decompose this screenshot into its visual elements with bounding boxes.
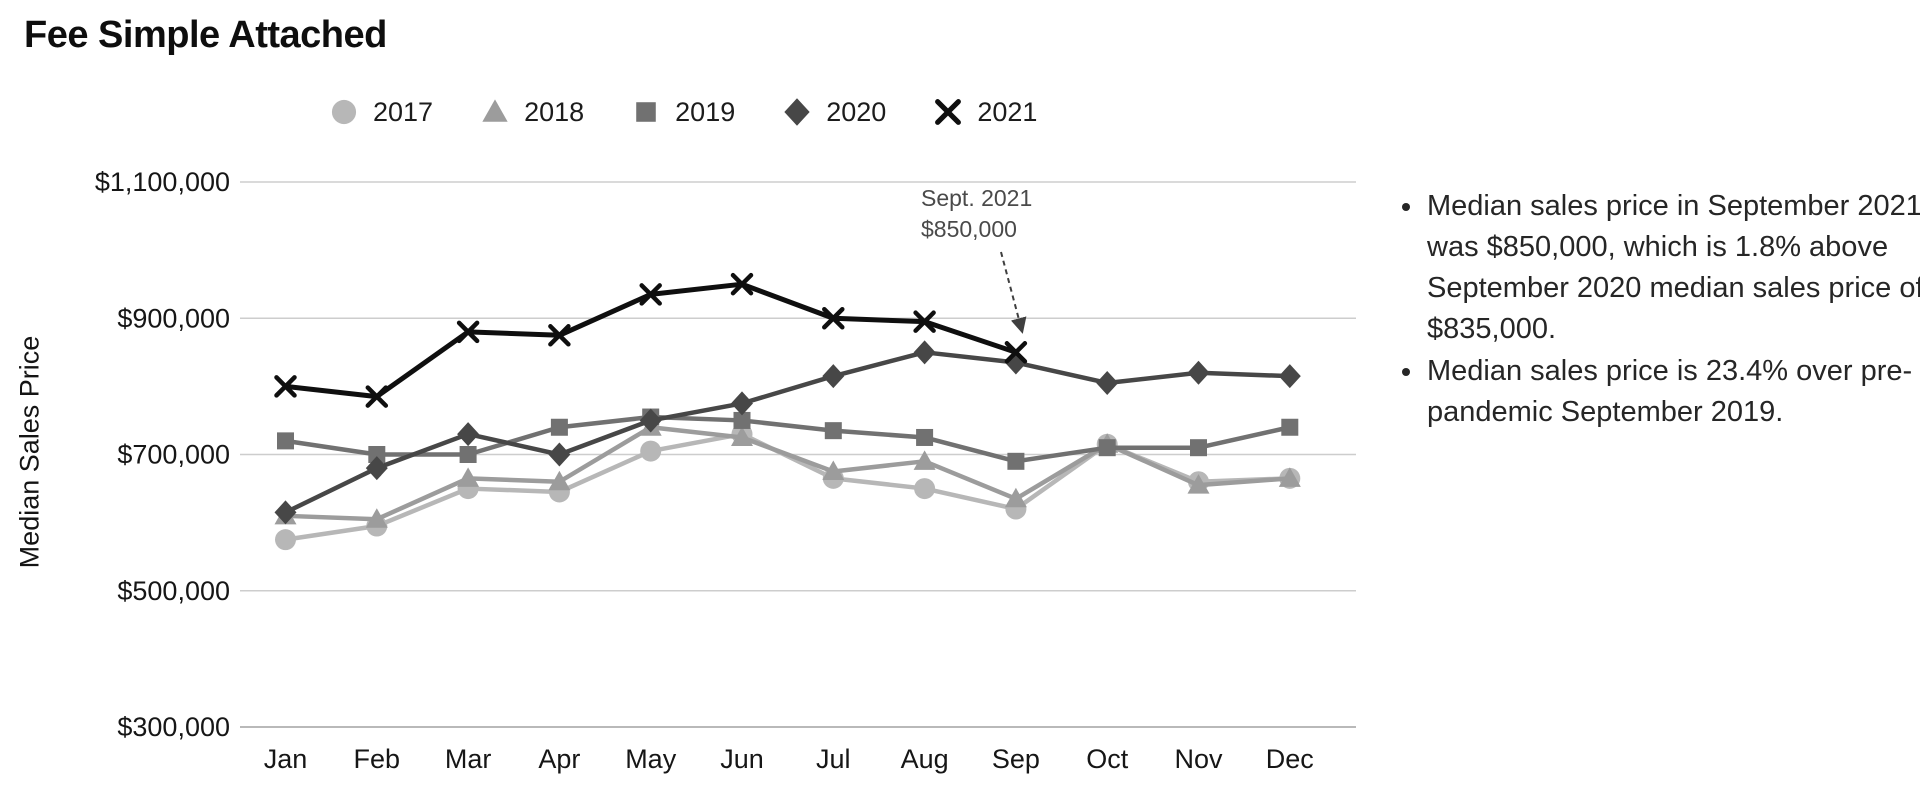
marker-2020-Feb — [365, 456, 388, 481]
x-tick-label: Sep — [992, 744, 1040, 774]
square-glyph — [636, 102, 656, 122]
marker-2019-Jul — [824, 422, 842, 440]
x-legend-icon — [935, 99, 962, 125]
series-line-2020 — [284, 350, 1290, 515]
marker-2018-Jul — [822, 460, 845, 481]
x-tick-label: Aug — [901, 744, 949, 774]
marker-2018-Apr — [548, 470, 571, 491]
bullet-item: Median sales price in September 2021 was… — [1425, 186, 1920, 350]
x-tick-label: Feb — [354, 744, 401, 774]
chart-title: Fee Simple Attached — [24, 14, 387, 56]
x-tick-label: Oct — [1086, 744, 1129, 774]
x-tick-label: Dec — [1266, 744, 1314, 774]
line-chart: $300,000 $500,000 $700,000 $900,000 $1,100,0… — [95, 167, 1356, 774]
annotation-arrow — [1000, 251, 1027, 334]
square-legend-icon — [636, 102, 656, 122]
x-tick-label: Mar — [445, 744, 492, 774]
marker-2020-Nov — [1187, 360, 1210, 385]
marker-2017-May — [640, 440, 662, 462]
circle-glyph — [331, 99, 357, 125]
marker-2019-Jan — [277, 432, 294, 450]
marker-2019-Oct — [1098, 439, 1116, 457]
series-line-2019 — [285, 414, 1291, 464]
marker-2020-Mar — [457, 422, 480, 447]
legend-label: 2021 — [977, 96, 1038, 127]
marker-2018-Jun — [731, 426, 753, 446]
legend-item-2017: 2017 — [328, 96, 433, 128]
circle-legend-icon — [331, 99, 357, 125]
marker-2018-Aug — [913, 450, 936, 470]
bullet-item: Median sales price is 23.4% over pre-pan… — [1425, 351, 1920, 433]
marker-2019-Dec — [1281, 418, 1299, 436]
marker-2020-Dec — [1278, 364, 1301, 389]
axis-labels: $300,000 $500,000 $700,000 $900,000 $1,100,0… — [95, 167, 1314, 774]
marker-2017-Aug — [914, 478, 936, 500]
diamond-legend-icon — [784, 98, 810, 126]
y-tick-label: $700,000 — [117, 440, 230, 470]
marker-2020-Apr — [548, 442, 571, 467]
legend-item-2018: 2018 — [479, 96, 584, 128]
marker-2021-Mar — [456, 320, 480, 344]
x-glyph — [935, 99, 962, 125]
y-tick-label: $900,000 — [117, 303, 230, 333]
x-tick-label: Jun — [720, 744, 764, 774]
legend-label: 2020 — [826, 96, 887, 127]
series-line-2021 — [285, 281, 1017, 400]
marker-2020-Jun — [731, 391, 753, 416]
marker-2019-Jun — [733, 411, 751, 429]
marker-2019-Nov — [1190, 439, 1207, 457]
marker-2019-Mar — [459, 446, 477, 463]
diamond-glyph — [784, 98, 810, 126]
marker-2018-Mar — [457, 467, 480, 487]
marker-2021-Apr — [548, 324, 571, 347]
data-series — [274, 272, 1301, 551]
triangle-legend-icon — [482, 99, 508, 122]
marker-2021-Jun — [730, 272, 754, 296]
x-tick-label: May — [625, 744, 677, 774]
annotation-line-2: $850,000 — [921, 216, 1017, 242]
marker-2019-Sep — [1007, 452, 1025, 470]
marker-2021-Sep — [1004, 341, 1028, 364]
annotation-line-1: Sept. 2021 — [921, 185, 1033, 211]
legend: 2017 2018 2019 2020 2021 — [328, 88, 1037, 136]
annotation-sept-2021: Sept. 2021 $850,000 — [921, 183, 1032, 245]
legend-item-2020: 2020 — [781, 96, 886, 128]
x-tick-label: Jul — [816, 744, 851, 774]
y-tick-label: $300,000 — [117, 712, 230, 742]
legend-item-2019: 2019 — [630, 96, 735, 128]
legend-label: 2019 — [675, 96, 736, 127]
x-tick-label: Nov — [1174, 744, 1223, 774]
marker-2021-Aug — [913, 310, 936, 333]
legend-label: 2018 — [524, 96, 585, 127]
marker-2018-Nov — [1187, 474, 1210, 494]
legend-item-2021: 2021 — [932, 96, 1037, 128]
marker-2018-Sep — [1004, 487, 1027, 508]
marker-2017-Jan — [275, 529, 296, 551]
marker-2020-Jan — [274, 500, 297, 525]
x-tick-label: Apr — [538, 744, 580, 774]
marker-2020-Aug — [913, 340, 936, 365]
y-tick-label: $1,100,000 — [95, 167, 230, 197]
marker-2018-Feb — [365, 508, 388, 528]
marker-2019-Feb — [368, 446, 386, 463]
series-line-2018 — [285, 425, 1290, 522]
marker-2020-Oct — [1096, 370, 1119, 395]
legend-label: 2017 — [373, 96, 434, 127]
y-tick-label: $500,000 — [117, 576, 230, 606]
marker-2018-Dec — [1278, 467, 1301, 487]
triangle-glyph — [482, 99, 508, 122]
marker-2019-Aug — [916, 428, 934, 446]
marker-2019-Apr — [550, 418, 568, 436]
key-points-list: Median sales price in September 2021 was… — [1383, 186, 1920, 434]
marker-2020-Jul — [822, 364, 845, 389]
marker-2021-Jan — [274, 375, 297, 398]
marker-2021-May — [639, 283, 662, 306]
marker-2020-May — [639, 408, 662, 433]
x-tick-label: Jan — [264, 744, 308, 774]
marker-2021-Jul — [822, 307, 845, 330]
marker-2021-Feb — [365, 385, 389, 408]
